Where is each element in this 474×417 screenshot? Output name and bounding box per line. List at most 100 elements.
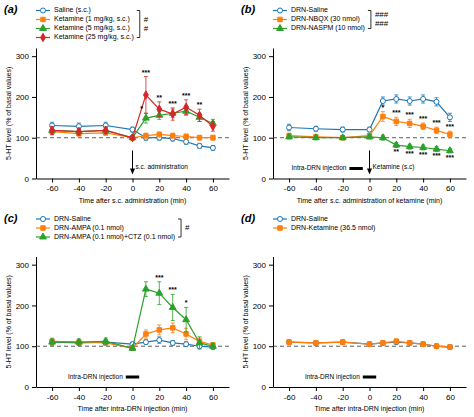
error-bar	[448, 113, 452, 121]
marker	[184, 332, 188, 336]
y-axis: 0100200300	[253, 49, 274, 184]
y-axis-title: 5-HT level (% of basal values)	[5, 67, 13, 160]
y-tick-mark	[32, 56, 36, 57]
panel: -60-40-2002040600100200300Time after int…	[4, 212, 230, 414]
plot-area	[273, 339, 466, 350]
legend-swatch-marker	[277, 25, 284, 31]
series	[50, 77, 216, 142]
y-tick-mark	[32, 97, 36, 98]
marker	[313, 340, 318, 345]
y-tick: 200	[16, 93, 36, 102]
error-bar	[50, 127, 54, 134]
legend-label: DRN-NBQX (30 nmol)	[291, 15, 360, 23]
y-tick: 100	[16, 134, 36, 143]
error-bar	[157, 337, 161, 344]
panel: -60-40-2002040600100200300Time after s.c…	[4, 3, 230, 205]
marker	[170, 133, 174, 137]
panel-title: (a)	[4, 3, 18, 15]
series-line	[52, 95, 213, 138]
x-tick-label: 20	[155, 393, 164, 402]
marker	[420, 144, 427, 150]
error-bar	[394, 339, 398, 344]
x-tick: -20	[100, 387, 112, 402]
legend-bracket	[368, 11, 371, 29]
x-tick: 60	[446, 387, 455, 402]
x-tick-mark	[343, 387, 344, 391]
series	[287, 95, 453, 132]
significance-label: ***	[406, 150, 414, 157]
x-tick: 60	[446, 179, 455, 194]
legend-label: DRN-Saline	[291, 215, 328, 222]
x-tick-label: 20	[155, 184, 164, 193]
legend-item: Ketamine (25 mg/kg, s.c.)	[36, 33, 134, 41]
legend-swatch-marker	[278, 17, 282, 21]
marker	[169, 304, 176, 310]
x-tick: 40	[419, 387, 428, 402]
x-tick: -40	[311, 179, 323, 194]
x-tick: 0	[368, 387, 373, 402]
marker	[394, 340, 399, 345]
event-label: Intra-DRN injection	[68, 373, 123, 381]
x-tick-mark	[289, 387, 290, 391]
y-tick-mark	[269, 387, 273, 388]
error-bar	[314, 126, 318, 131]
legend-label: Ketamine (5 mg/kg, s.c.)	[54, 24, 130, 32]
marker	[447, 115, 452, 120]
legend-annotation: ###	[375, 19, 389, 28]
x-tick-mark	[186, 387, 187, 391]
marker	[157, 132, 161, 136]
x-tick: -40	[311, 387, 323, 402]
event-label: Intra-DRN injection	[305, 373, 360, 381]
error-bar	[368, 342, 372, 346]
y-tick: 0	[25, 383, 36, 392]
marker	[434, 128, 438, 132]
x-tick-mark	[52, 179, 53, 183]
legend-item: DRN-Saline	[36, 215, 91, 222]
error-bar	[448, 345, 452, 349]
marker	[367, 342, 371, 346]
y-tick-mark	[269, 265, 273, 266]
legend-swatch-marker	[40, 8, 45, 13]
marker	[184, 342, 189, 347]
significance-label: ***	[432, 119, 440, 126]
legend-swatch-marker	[40, 216, 45, 221]
x-tick-mark	[450, 387, 451, 391]
marker	[433, 145, 440, 151]
marker	[380, 340, 385, 345]
x-tick-label: -40	[74, 393, 86, 402]
marker	[157, 328, 161, 332]
x-tick: -60	[284, 179, 296, 194]
x-tick-mark	[79, 387, 80, 391]
marker	[407, 121, 411, 125]
x-tick-label: -20	[100, 393, 112, 402]
significance-label: ***	[406, 111, 414, 118]
y-tick-label: 100	[253, 342, 267, 351]
error-bar	[198, 143, 202, 148]
x-tick-mark	[133, 387, 134, 391]
x-tick: 20	[392, 387, 401, 402]
events: Intra-DRN injection	[305, 373, 376, 381]
legend: DRN-SalineDRN-Ketamine (36.5 nmol)	[273, 215, 375, 232]
x-axis: -60-40-200204060	[37, 179, 230, 194]
legend-item: DRN-AMPA (0.1 nmol)+CTZ (0.1 nmol)	[36, 233, 175, 241]
y-axis-title: 5-HT level (% of basal values)	[242, 67, 250, 160]
series	[286, 133, 454, 153]
x-tick-label: 40	[419, 184, 428, 193]
error-bar	[50, 126, 54, 134]
x-tick-label: 0	[131, 184, 136, 193]
significance-label: ***	[142, 69, 150, 76]
legend-item: Saline (s.c.)	[36, 6, 91, 14]
significance-label: ***	[182, 92, 190, 99]
x-tick: 20	[392, 179, 401, 194]
error-bar	[184, 100, 188, 115]
significance-label: ***	[169, 100, 177, 107]
legend: Saline (s.c.)Ketamine (1 mg/kg, s.c.)Ket…	[36, 6, 149, 41]
x-axis-title: Time after intra-DRN injection (min)	[315, 405, 425, 413]
marker	[340, 340, 344, 344]
error-bar	[77, 128, 81, 135]
marker	[394, 339, 398, 343]
legend-label: DRN-AMPA (0.1 nmol)	[54, 224, 124, 232]
significance-label: ***	[169, 286, 177, 293]
y-tick-label: 0	[262, 175, 267, 184]
plot-area	[36, 282, 229, 351]
